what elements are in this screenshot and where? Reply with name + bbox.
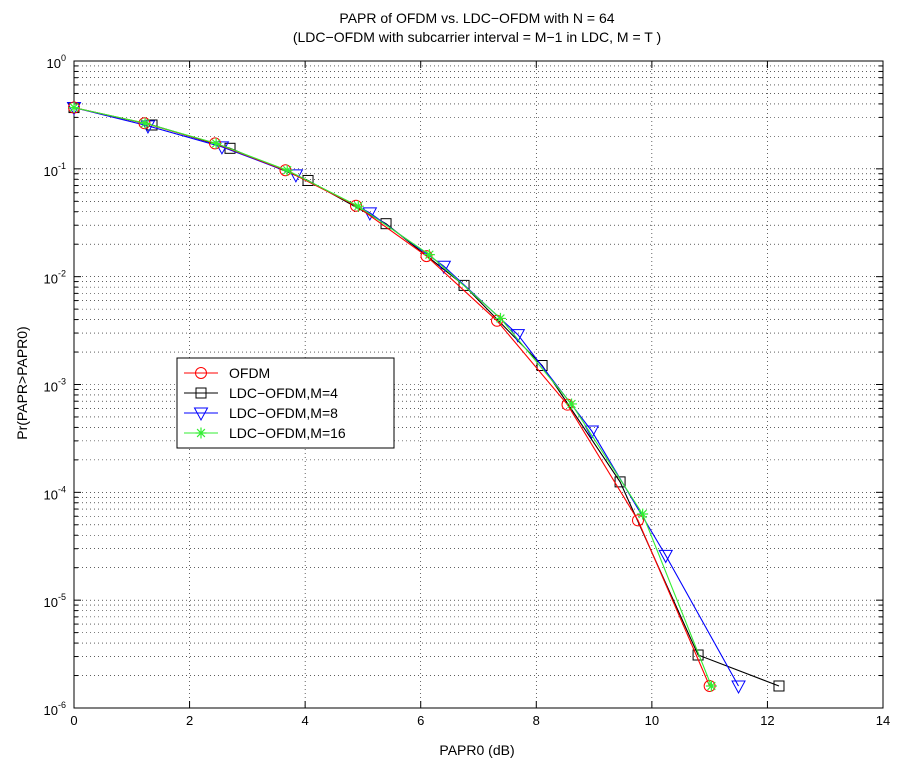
x-tick-label: 12 [760, 713, 774, 728]
y-tick-label: 10-4 [44, 484, 66, 502]
data-point-series-3 [68, 102, 80, 114]
legend-marker-3 [195, 427, 207, 439]
data-point-series-3 [210, 137, 222, 149]
chart-subtitle: (LDC−OFDM with subcarrier interval = M−1… [293, 29, 661, 45]
data-point-series-0 [420, 250, 433, 263]
data-point-series-2 [658, 549, 674, 564]
grid-lines [74, 61, 883, 708]
y-tick-label: 100 [47, 53, 66, 71]
y-tick-label: 10-1 [44, 161, 66, 179]
data-point-series-3 [566, 398, 578, 410]
y-tick-exponent: -1 [58, 161, 66, 171]
y-tick-base: 10 [44, 703, 58, 718]
data-point-series-3 [637, 508, 649, 520]
series-line-3 [73, 107, 712, 687]
legend-label-1: LDC−OFDM,M=4 [229, 385, 338, 401]
data-point-series-2 [436, 260, 452, 275]
y-tick-label: 10-5 [44, 592, 66, 610]
x-axis-label: PAPR0 (dB) [439, 742, 514, 758]
data-point-series-2 [584, 425, 600, 440]
legend-label-0: OFDM [229, 365, 270, 381]
y-tick-label: 10-6 [44, 700, 66, 718]
legend-marker-2 [193, 407, 209, 422]
x-tick-label: 4 [302, 713, 309, 728]
data-point-series-1 [536, 360, 548, 372]
y-axis-label: Pr(PAPR>PAPR0) [14, 326, 30, 439]
data-point-series-3 [705, 680, 717, 692]
data-point-series-3 [423, 249, 435, 261]
x-tick-label: 10 [645, 713, 659, 728]
y-tick-exponent: -3 [58, 377, 66, 387]
chart-title: PAPR of OFDM vs. LDC−OFDM with N = 64 [339, 10, 614, 26]
y-tick-exponent: -4 [58, 484, 66, 494]
y-tick-base: 10 [44, 487, 58, 502]
data-point-series-3 [281, 164, 293, 176]
data-point-series-3 [352, 200, 364, 212]
y-tick-exponent: 0 [61, 53, 66, 63]
data-point-series-0 [631, 514, 644, 527]
y-tick-base: 10 [44, 272, 58, 287]
series-layer [66, 101, 785, 695]
y-tick-label: 10-3 [44, 377, 66, 395]
data-point-series-3 [139, 117, 151, 129]
x-tick-label: 0 [70, 713, 77, 728]
data-point-series-1 [302, 174, 314, 186]
x-tick-label: 6 [417, 713, 424, 728]
y-tick-base: 10 [47, 56, 61, 71]
data-point-series-3 [494, 312, 506, 324]
x-tick-label: 8 [533, 713, 540, 728]
legend-label-2: LDC−OFDM,M=8 [229, 405, 338, 421]
y-tick-base: 10 [44, 380, 58, 395]
y-tick-exponent: -5 [58, 592, 66, 602]
legend: OFDM LDC−OFDM,M=4 LDC−OFDM,M=8 LDC−OFDM,M=1… [176, 357, 395, 449]
x-tick-label: 2 [186, 713, 193, 728]
series-3 [68, 102, 717, 692]
y-tick-label: 10-2 [44, 269, 66, 287]
y-tick-base: 10 [44, 164, 58, 179]
y-tick-base: 10 [44, 595, 58, 610]
x-tick-label: 14 [876, 713, 890, 728]
data-point-series-2 [731, 680, 746, 695]
legend-marker-0 [195, 367, 207, 379]
y-tick-exponent: -2 [58, 269, 66, 279]
data-point-series-1 [773, 680, 785, 692]
legend-marker-1 [195, 387, 207, 399]
y-tick-exponent: -6 [58, 700, 66, 710]
legend-label-3: LDC−OFDM,M=16 [229, 425, 346, 441]
